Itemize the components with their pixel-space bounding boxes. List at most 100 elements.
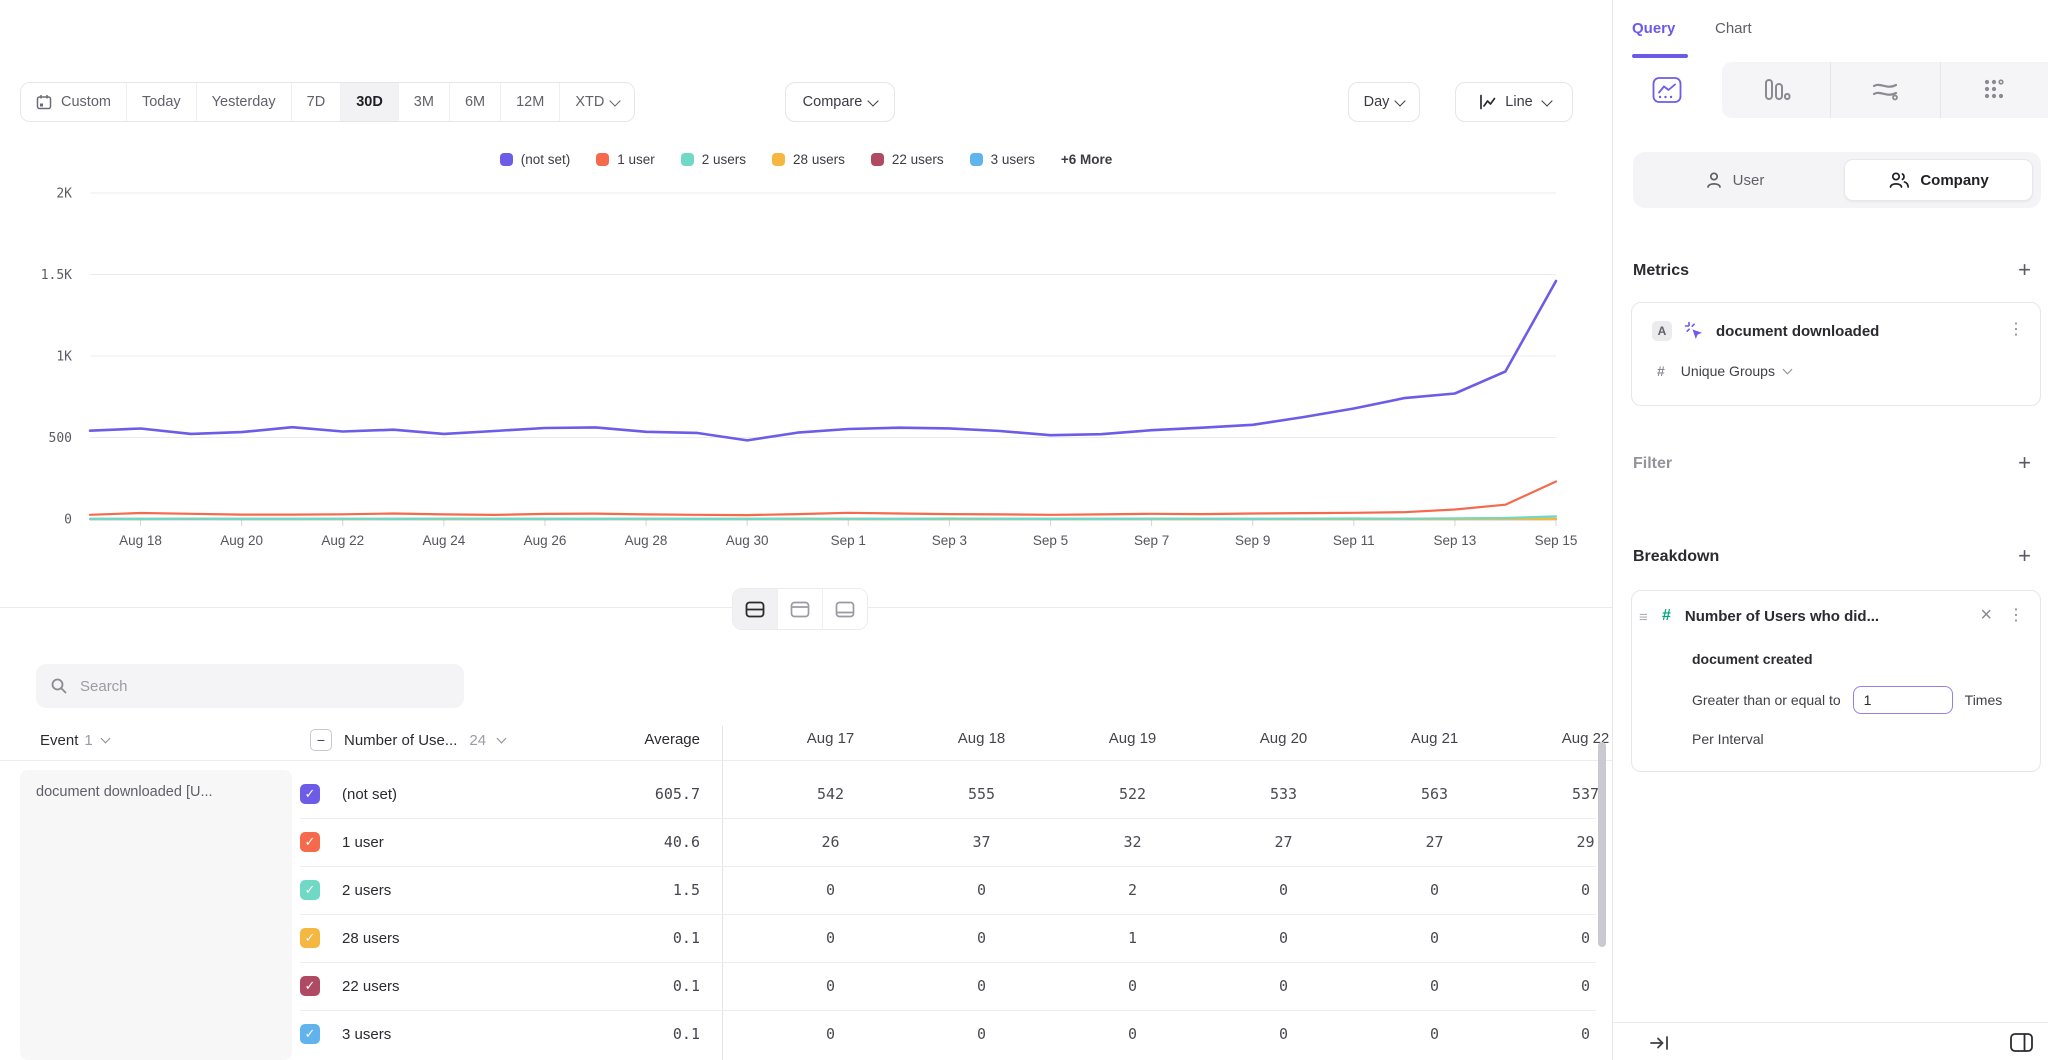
date-column-header: Aug 17 (806, 730, 855, 747)
times-value-input[interactable] (1852, 686, 1953, 714)
legend-swatch (772, 153, 786, 166)
event-sparkle-icon (1684, 321, 1702, 339)
metric-kebab-icon[interactable]: ⋮ (2008, 321, 2024, 338)
layout-table-only-button[interactable] (823, 589, 867, 629)
add-breakdown-button[interactable]: + (2018, 543, 2031, 568)
row-average-value: 1.5 (672, 881, 700, 899)
entity-user-option[interactable]: User (1641, 160, 1828, 200)
chart-type-stream-button[interactable] (1831, 62, 1941, 118)
chart-type-scatter-button[interactable] (1940, 62, 2048, 118)
range-button-3m[interactable]: 3M (398, 83, 450, 121)
table-row-3-users[interactable]: ✓ 3 users 0.1 (300, 1010, 700, 1058)
filter-section-title: Filter (1633, 455, 1673, 472)
metric-card[interactable]: A document downloaded ⋮ # Unique Groups (1631, 302, 2041, 406)
range-button-today[interactable]: Today (126, 83, 197, 121)
metric-measure-dropdown[interactable]: Unique Groups (1680, 363, 1793, 379)
granularity-label: Day (1363, 94, 1390, 110)
add-metric-button[interactable]: + (2018, 257, 2031, 282)
range-button-6m[interactable]: 6M (449, 83, 502, 121)
range-button-30d[interactable]: 30D (341, 83, 399, 121)
stream-chart-type-icon (1873, 83, 1899, 101)
x-axis-tick-label: Aug 18 (119, 533, 162, 548)
check-icon: ✓ (304, 978, 316, 993)
table-cell-value: 0 (825, 881, 836, 899)
chart-type-label: Line (1505, 94, 1533, 110)
row-checkbox[interactable]: ✓ (300, 928, 320, 948)
table-cell-value: 522 (1118, 785, 1147, 803)
entity-company-option[interactable]: Company (1844, 159, 2033, 201)
layout-chart-only-button[interactable] (778, 589, 823, 629)
legend-more-button[interactable]: +6 More (1061, 152, 1112, 167)
range-button-7d[interactable]: 7D (291, 83, 342, 121)
table-cell-value: 27 (1425, 833, 1444, 851)
row-average-value: 40.6 (663, 833, 700, 851)
range-button-custom[interactable]: Custom (21, 83, 127, 121)
breakdown-section-title: Breakdown (1633, 548, 1720, 565)
table-row-28-users[interactable]: ✓ 28 users 0.1 (300, 914, 700, 962)
table-row-22-users[interactable]: ✓ 22 users 0.1 (300, 962, 700, 1010)
x-axis-tick-label: Aug 30 (726, 533, 769, 548)
y-axis-tick-label: 2K (56, 187, 72, 202)
chart-type-button[interactable]: Line (1455, 82, 1573, 122)
legend-item[interactable]: 22 users (870, 152, 944, 167)
x-axis-tick-label: Sep 5 (1033, 533, 1068, 548)
y-axis-tick-label: 0 (64, 513, 72, 528)
legend-item[interactable]: (not set) (499, 152, 570, 167)
group-header-count: 24 (469, 731, 487, 749)
tab-query[interactable]: Query (1632, 20, 1676, 37)
row-checkbox[interactable]: ✓ (300, 1024, 320, 1044)
legend-item[interactable]: 1 user (596, 152, 655, 167)
drag-handle-icon[interactable]: ≡ (1639, 609, 1648, 626)
range-button-xtd[interactable]: XTD (560, 83, 635, 121)
metric-measure-label: Unique Groups (1680, 363, 1775, 379)
row-average-value: 0.1 (672, 977, 700, 995)
users-group-icon (1889, 172, 1910, 188)
row-checkbox[interactable]: ✓ (300, 784, 320, 804)
compare-button[interactable]: Compare (785, 82, 895, 122)
layout-split-button[interactable] (733, 589, 778, 629)
range-label: Custom (61, 94, 111, 110)
tab-chart[interactable]: Chart (1715, 20, 1752, 37)
group-column-header[interactable]: − Number of Use... 24 (310, 726, 507, 754)
granularity-button[interactable]: Day (1348, 82, 1420, 122)
table-row-2-users[interactable]: ✓ 2 users 1.5 (300, 866, 700, 914)
average-column-header: Average (644, 731, 700, 748)
x-axis-tick-label: Aug 26 (524, 533, 567, 548)
select-all-checkbox[interactable]: − (310, 729, 332, 751)
breakdown-close-icon[interactable]: × (1980, 604, 1992, 626)
row-checkbox[interactable]: ✓ (300, 880, 320, 900)
minus-icon: − (316, 732, 326, 748)
row-checkbox[interactable]: ✓ (300, 832, 320, 852)
add-filter-button[interactable]: + (2018, 450, 2031, 475)
collapse-panel-icon[interactable] (1649, 1033, 1673, 1053)
range-button-yesterday[interactable]: Yesterday (196, 83, 292, 121)
check-icon: ✓ (304, 834, 316, 849)
table-cell-value: 0 (1429, 929, 1440, 947)
calendar-icon (36, 95, 52, 110)
chart-type-bar-button[interactable] (1721, 62, 1831, 118)
event-row[interactable]: document downloaded [U... (20, 770, 292, 1060)
legend-item[interactable]: 3 users (969, 152, 1035, 167)
series-line-2-users (88, 515, 1558, 521)
table-row--not-set-[interactable]: ✓ (not set) 605.7 (300, 770, 700, 818)
table-cell-value: 0 (1278, 977, 1289, 995)
legend-swatch (969, 153, 983, 166)
toggle-sidebar-icon[interactable] (2009, 1032, 2035, 1054)
legend-item[interactable]: 28 users (772, 152, 845, 167)
table-cell-value: 0 (1429, 977, 1440, 995)
table-cell-value: 0 (825, 929, 836, 947)
breakdown-kebab-icon[interactable]: ⋮ (2008, 607, 2024, 624)
range-button-12m[interactable]: 12M (501, 83, 561, 121)
row-checkbox[interactable]: ✓ (300, 976, 320, 996)
breakdown-card[interactable]: ≡ # Number of Users who did... × ⋮ docum… (1631, 590, 2041, 772)
search-input[interactable] (78, 676, 412, 696)
event-column-header[interactable]: Event 1 (40, 726, 111, 754)
range-label: 30D (356, 94, 383, 110)
date-range-group: Custom Today Yesterday 7D 30D 3M 6M 12M XTD (20, 82, 636, 122)
table-row-1-user[interactable]: ✓ 1 user 40.6 (300, 818, 700, 866)
table-scrollbar-thumb[interactable] (1598, 742, 1606, 947)
legend-item[interactable]: 2 users (680, 152, 746, 167)
date-column-header: Aug 22 (1561, 730, 1610, 747)
line-chart-type-icon (1652, 77, 1682, 103)
chart-type-line-button[interactable] (1613, 62, 1722, 118)
